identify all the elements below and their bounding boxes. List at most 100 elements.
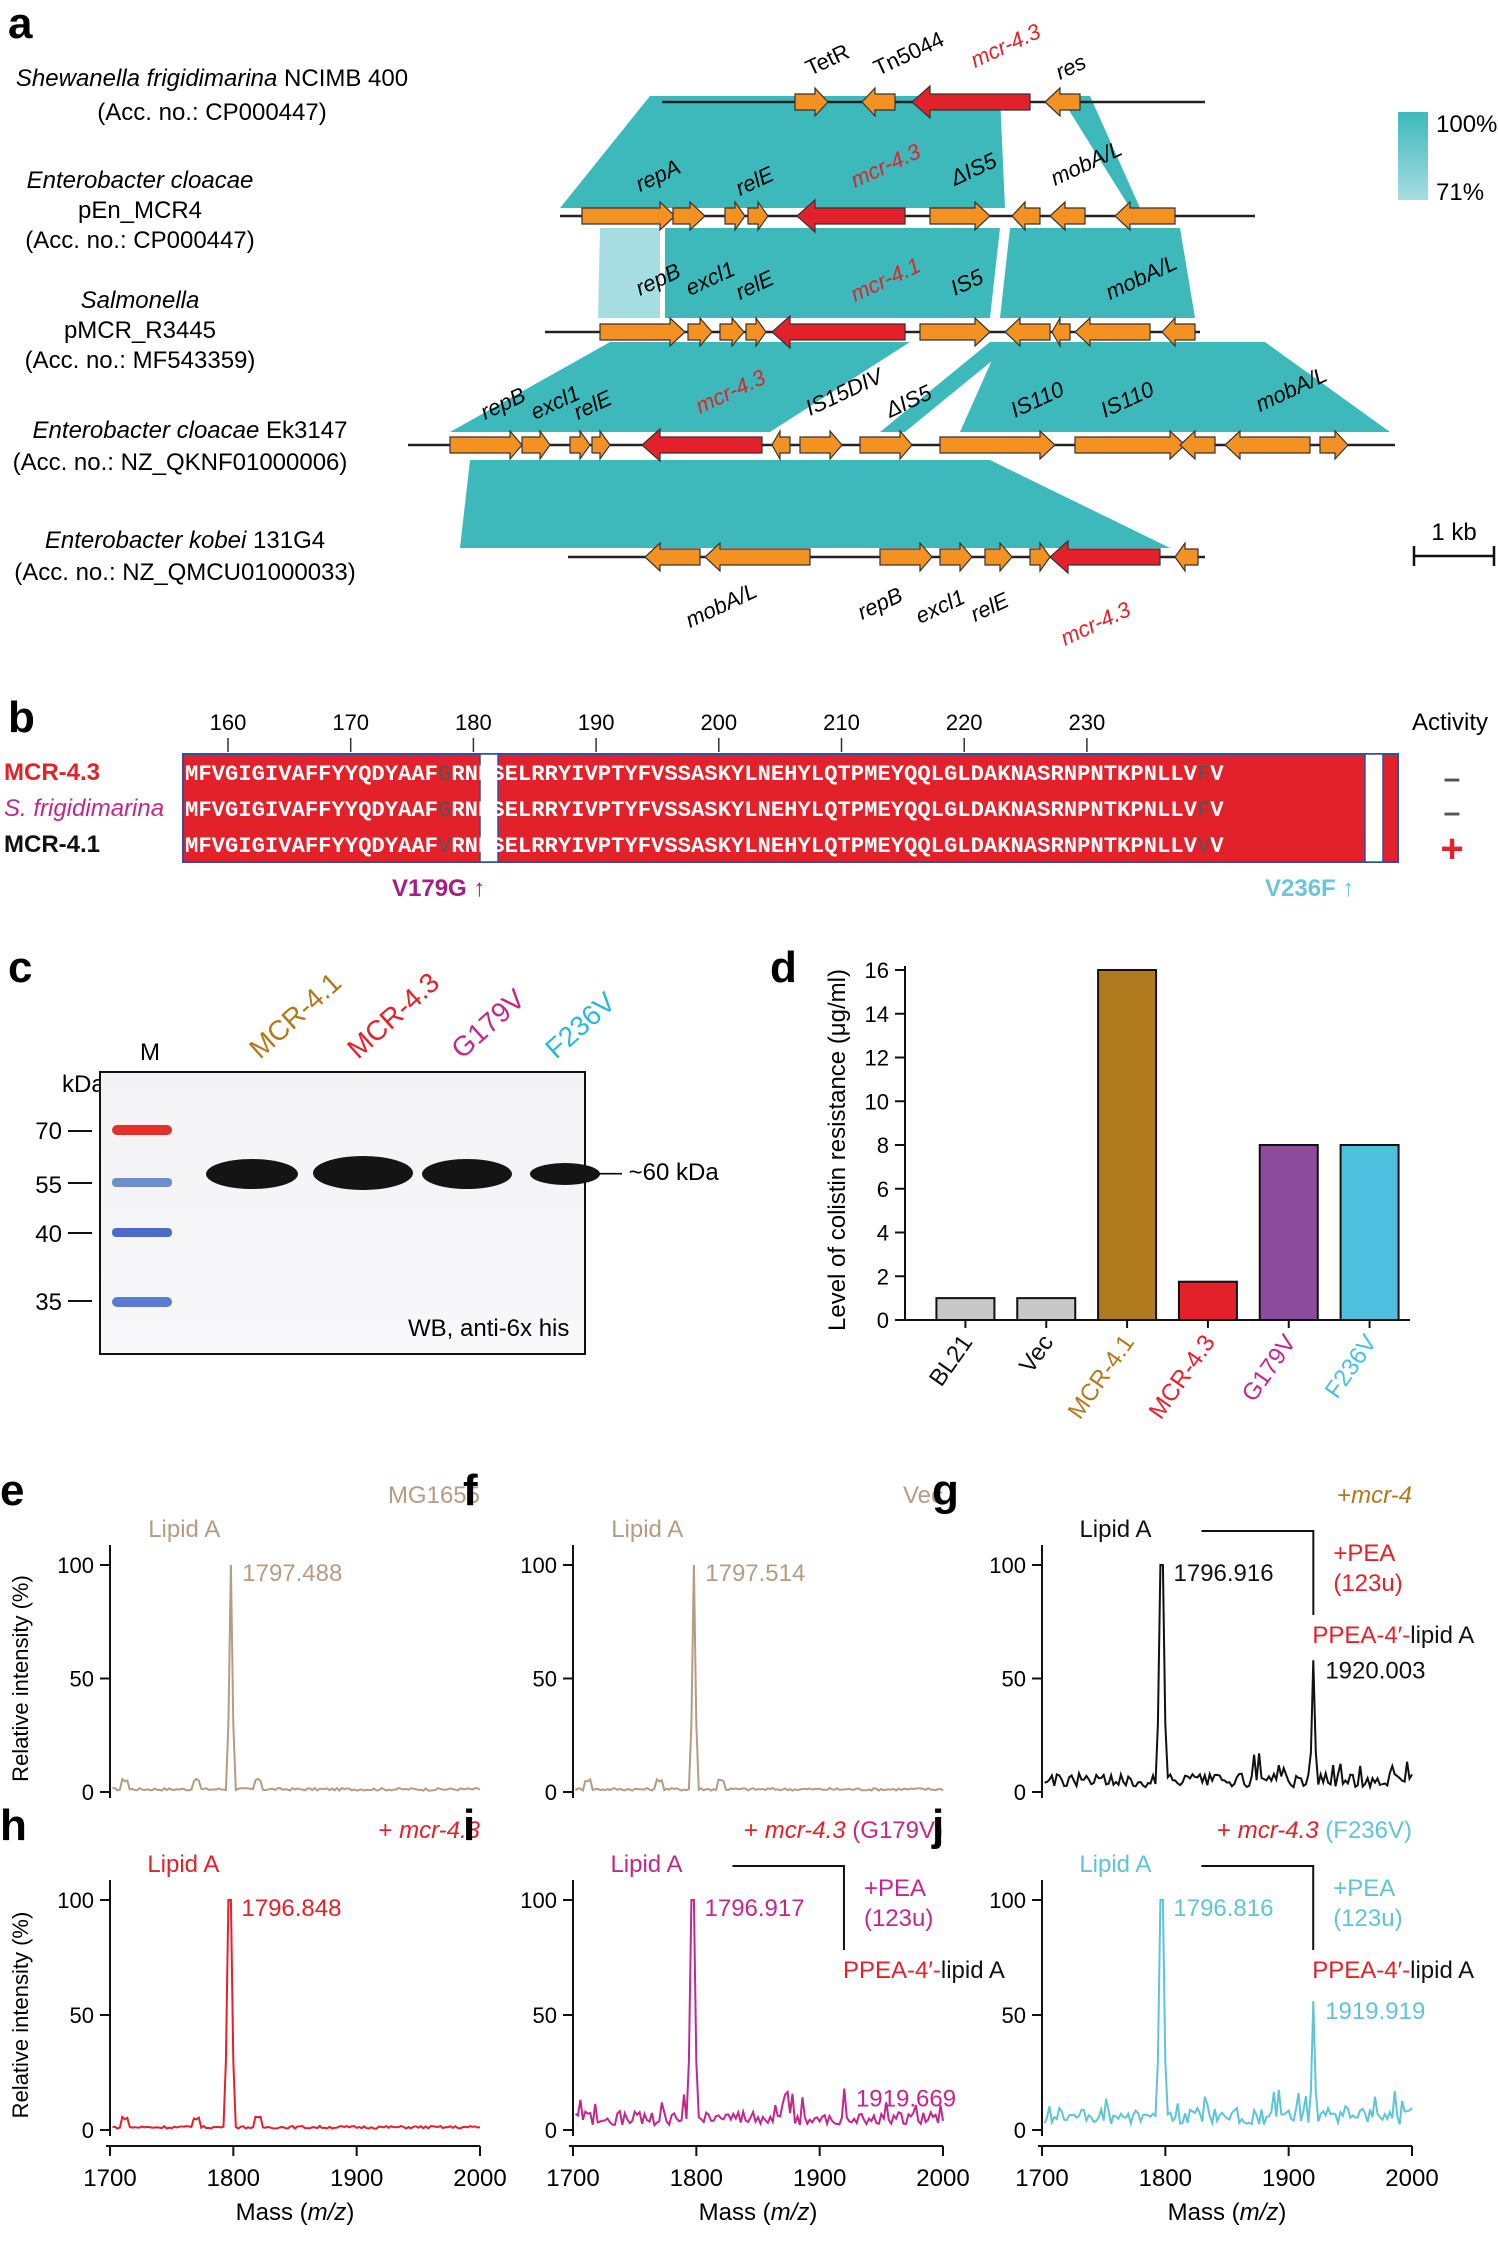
spectrum-x-tick-label: 1700 bbox=[1015, 2165, 1068, 2192]
spectrum-panel-e: e 0 50 100 Relative intensity (%) MG1655 Lipid… bbox=[0, 1466, 481, 1805]
kda-label: kDa bbox=[62, 1071, 105, 1098]
spectrum-y-tick-label: 0 bbox=[82, 1780, 94, 1805]
marker-sizes: 70 55 40 35 bbox=[35, 1118, 62, 1316]
strain-label: +mcr-4 bbox=[1337, 1482, 1412, 1509]
panel-c: c kDa M MCR-4.1 MCR-4.3 G179V F236V 70 5… bbox=[8, 943, 719, 1355]
bar-y-tick-label: 10 bbox=[865, 1089, 889, 1114]
spectrum-y-tick-label: 100 bbox=[520, 1888, 557, 1913]
western-blot bbox=[99, 1071, 586, 1355]
bar-y-tick-label: 2 bbox=[877, 1264, 889, 1289]
homology-band-3-4b bbox=[880, 342, 1015, 432]
spectrum-y-tick-label: 50 bbox=[70, 1667, 94, 1692]
homology-band-3-4 bbox=[450, 342, 910, 432]
bar-category-label: Vec bbox=[1014, 1330, 1059, 1378]
spectrum-x-tick-label: 2000 bbox=[453, 2165, 506, 2192]
spectrum-panel-h: h 0 50 100 Relative intensity (%) 1700 1800 190… bbox=[0, 1801, 507, 2226]
peak1-mass-label: 1796.917 bbox=[705, 1895, 805, 1922]
gene-mcr43-arrow bbox=[911, 84, 1031, 120]
gene-is110-arrow bbox=[1074, 429, 1186, 461]
spectra-panels: e 0 50 100 Relative intensity (%) MG1655 Lipid… bbox=[0, 1466, 1474, 2226]
gene-arrows bbox=[449, 84, 1349, 575]
band-size-label: — ~60 kDa bbox=[598, 1159, 719, 1186]
legend-low-label: 71% bbox=[1436, 179, 1484, 206]
gene-is15div-arrow bbox=[799, 429, 843, 461]
spectrum-y-tick-label: 50 bbox=[70, 2003, 94, 2028]
position-label: 210 bbox=[823, 710, 860, 735]
spectrum-trace bbox=[574, 1564, 944, 1793]
marker-ladder bbox=[112, 1125, 172, 1307]
gene-res-arrow bbox=[1044, 86, 1081, 118]
panel-b: b 160 170 180 190 200 210 220 230 Activity MCR-… bbox=[4, 693, 1488, 902]
mutation-v179g: V179G ↑ bbox=[392, 875, 485, 902]
position-label: 170 bbox=[332, 710, 369, 735]
protein-bands bbox=[206, 1156, 600, 1190]
homology-bands bbox=[450, 96, 1390, 548]
lipid-a-label: Lipid A bbox=[147, 1851, 219, 1878]
bar-category-label: G179V bbox=[1237, 1330, 1302, 1407]
position-label: 230 bbox=[1069, 710, 1106, 735]
spectrum-xlabel: Mass (m/z) bbox=[1168, 2199, 1287, 2226]
homology-band-2-3b bbox=[1000, 228, 1195, 318]
position-ruler: 160 170 180 190 200 210 220 230 bbox=[210, 710, 1106, 752]
gene-dis5-arrow bbox=[929, 200, 991, 232]
spectrum-trace bbox=[1044, 1564, 1413, 1791]
pea-bracket bbox=[732, 1865, 845, 1950]
peak2-mass-label: 1919.669 bbox=[856, 2086, 956, 2113]
homology-band-2-3-light bbox=[598, 228, 660, 318]
bar-chart-ylabel: Level of colistin resistance (μg/ml) bbox=[824, 969, 851, 1331]
seq-name-sfrigidimarina: S. frigidimarina bbox=[4, 795, 164, 822]
bar-chart: 0 2 4 6 8 10 12 14 16 BL21 Vec MCR-4.1 MCR-4.3 G179V F… bbox=[865, 958, 1410, 1424]
spectrum-x-tick-label: 1800 bbox=[1139, 2165, 1192, 2192]
spectrum-x-tick-label: 1700 bbox=[546, 2165, 599, 2192]
sequence-row-mcr41: MFVGIGIVAFFYYQDYAAFVRNNSELRRYIVPTYFVSSAS… bbox=[185, 834, 1224, 859]
gene-mcr43-arrow bbox=[641, 427, 763, 463]
gene-rele-arrow bbox=[569, 429, 591, 461]
spectrum-panel-i: i 0 50 100 1700 1800 1900 2000 Mass (m/z) + mcr-4… bbox=[463, 1801, 1005, 2226]
spectrum-y-tick-label: 50 bbox=[1002, 2003, 1026, 2028]
position-label: 220 bbox=[946, 710, 983, 735]
spectrum-xlabel: Mass (m/z) bbox=[699, 2199, 818, 2226]
gene-label: excl1 bbox=[912, 584, 969, 628]
spectrum-y-tick-label: 0 bbox=[82, 2118, 94, 2143]
activity-mcr41: + bbox=[1440, 827, 1463, 871]
organism-3-acc: (Acc. no.: MF543359) bbox=[25, 347, 256, 374]
lipid-a-label: Lipid A bbox=[611, 1516, 683, 1543]
mutation-v236f: V236F ↑ bbox=[1265, 875, 1354, 902]
gene-arrow bbox=[1051, 315, 1071, 349]
spectrum-y-tick-label: 50 bbox=[533, 1667, 557, 1692]
organism-1-acc: (Acc. no.: CP000447) bbox=[97, 99, 326, 126]
activity-sfrigidimarina: – bbox=[1444, 796, 1461, 829]
sequence-names: MCR-4.3 S. frigidimarina MCR-4.1 bbox=[4, 759, 164, 858]
pea-mass-label: (123u) bbox=[864, 1905, 933, 1932]
bar-g179v bbox=[1258, 1144, 1319, 1321]
spectrum-y-tick-label: 100 bbox=[520, 1553, 557, 1578]
pea-bracket bbox=[1201, 1530, 1315, 1615]
gene-arrow bbox=[1011, 200, 1041, 232]
bar-bl21 bbox=[935, 1297, 996, 1321]
marker-size-55: 55 bbox=[35, 1172, 62, 1199]
gene-arrow bbox=[771, 428, 791, 462]
position-label: 200 bbox=[700, 710, 737, 735]
organism-2-plasmid: pEn_MCR4 bbox=[78, 197, 202, 224]
pea-mass-label: (123u) bbox=[1333, 1905, 1402, 1932]
gene-repb-arrow bbox=[879, 541, 933, 573]
spectrum-y-tick-label: 50 bbox=[533, 2003, 557, 2028]
variable-column-236 bbox=[1364, 753, 1384, 863]
ppea-lipid-a-label: PPEA-4′-lipid A bbox=[843, 1957, 1005, 1984]
pea-label: +PEA bbox=[1333, 1875, 1395, 1902]
panel-label-g: g bbox=[932, 1466, 959, 1515]
homology-band-1-2 bbox=[560, 96, 1005, 208]
gene-arrow bbox=[1004, 316, 1051, 348]
spectrum-panel-j: j 0 50 100 1700 1800 1900 2000 Mass (m/z) + mcr-4… bbox=[931, 1801, 1474, 2226]
lane-label-f236v: F236V bbox=[539, 986, 621, 1064]
lipid-a-label: Lipid A bbox=[610, 1851, 682, 1878]
scale-bar: 1 kb bbox=[1412, 519, 1496, 566]
spectrum-trace bbox=[112, 1564, 481, 1793]
sequence-row-mcr43: MFVGIGIVAFFYYQDYAAFGRNNSELRRYIVPTYFVSSAS… bbox=[185, 762, 1224, 787]
gene-repa-arrow bbox=[581, 200, 676, 232]
gene-excl1-arrow bbox=[521, 429, 551, 461]
spectrum-x-tick-label: 1700 bbox=[83, 2165, 136, 2192]
bar-y-tick-label: 14 bbox=[865, 1002, 889, 1027]
ppea-lipid-a-label: PPEA-4′-lipid A bbox=[1312, 1957, 1474, 1984]
lane-label-g179v: G179V bbox=[445, 983, 531, 1065]
